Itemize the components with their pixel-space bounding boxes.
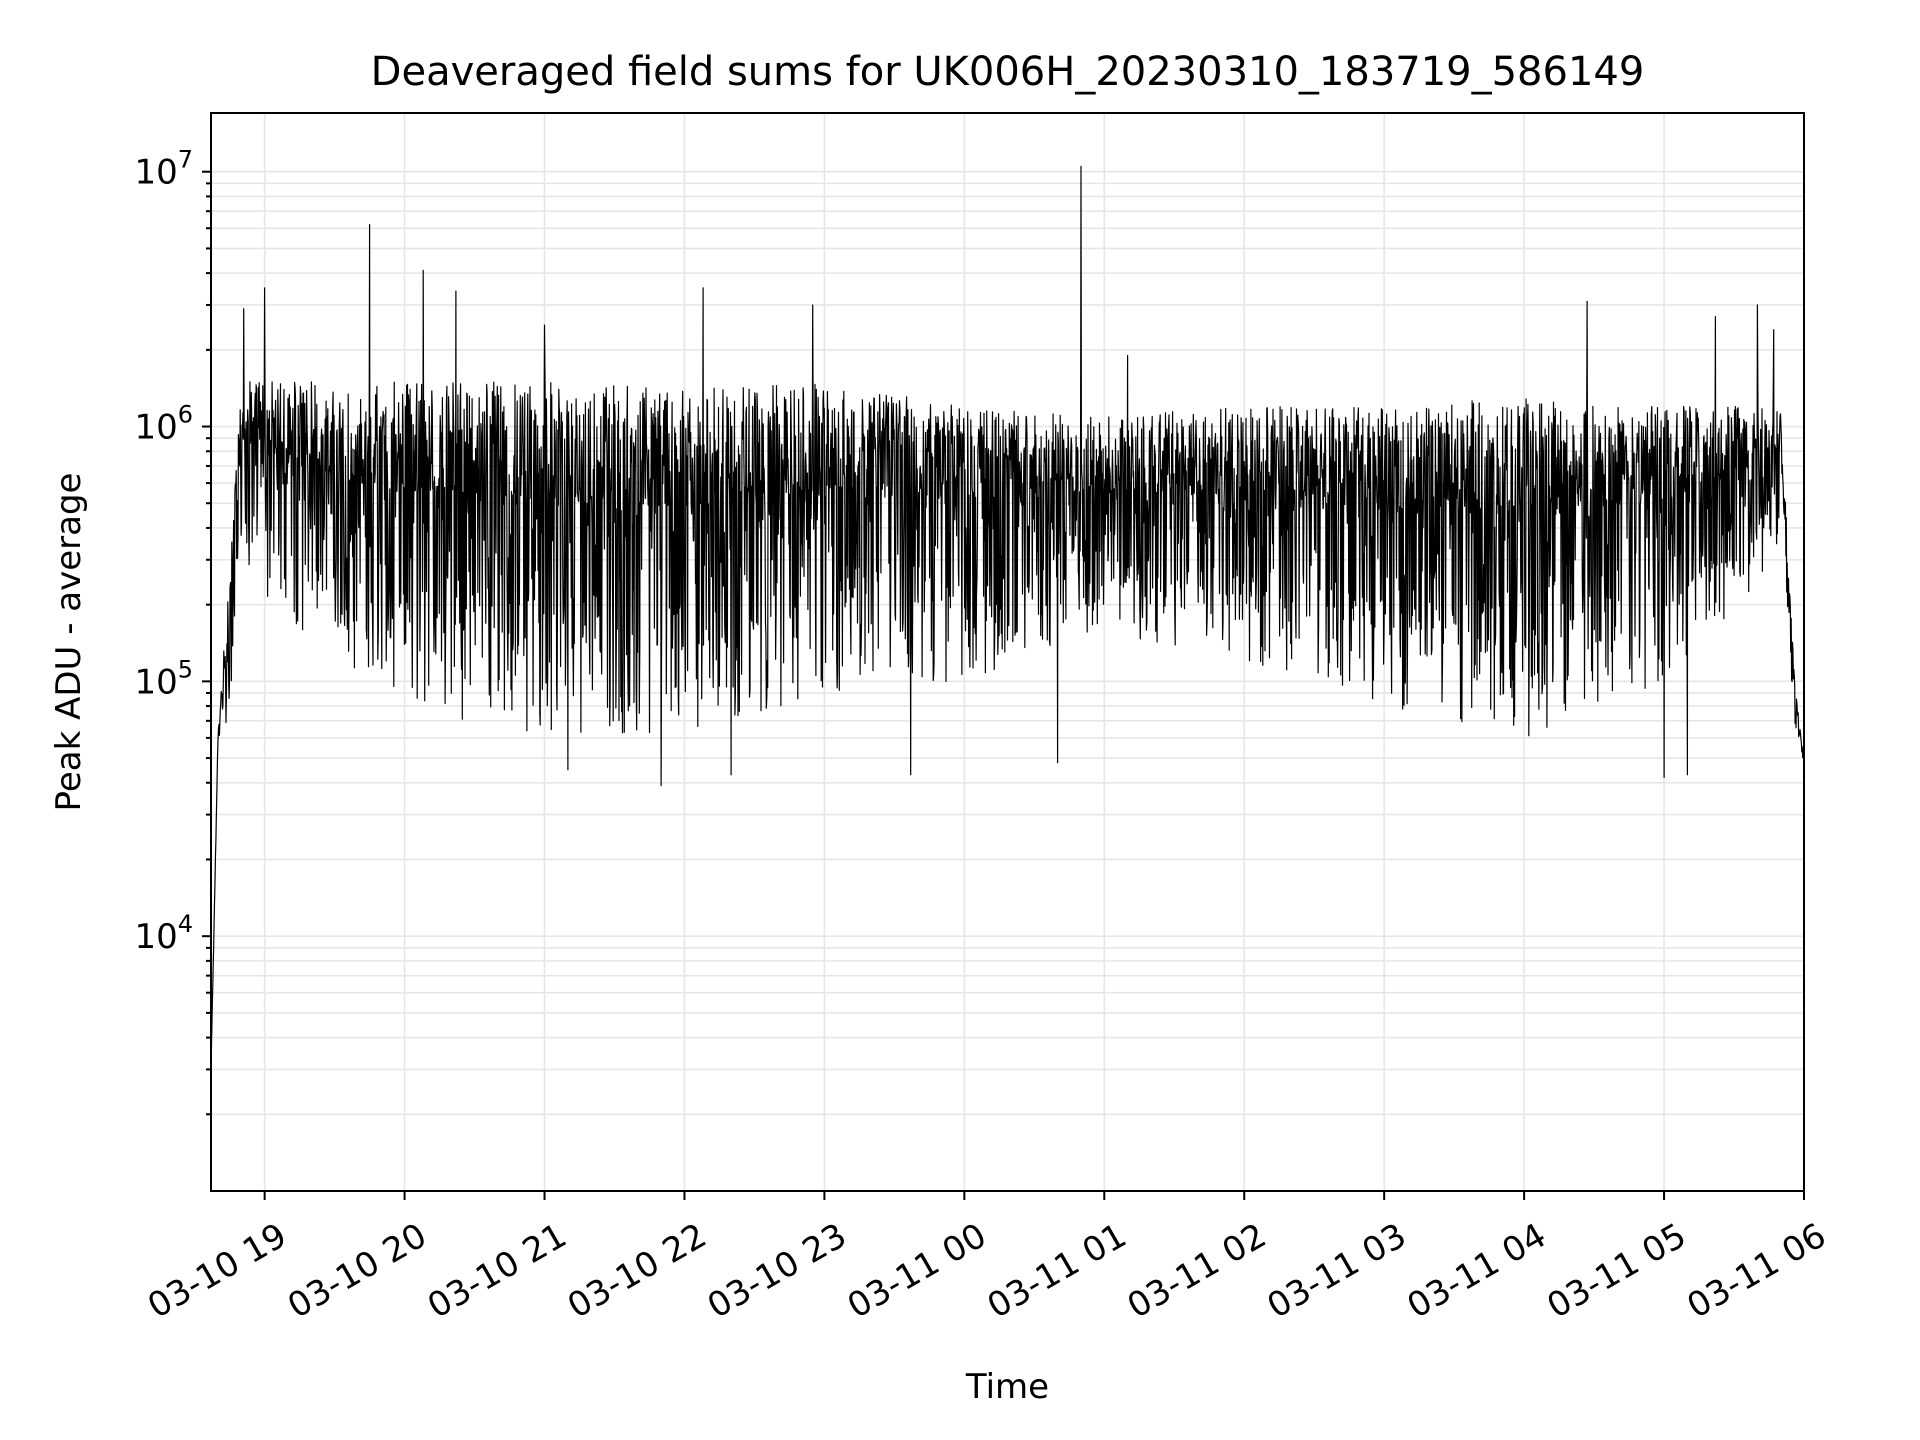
x-tick-label: 03-10 20 bbox=[281, 1216, 433, 1327]
plot-frame bbox=[210, 112, 1805, 1192]
series-layer bbox=[210, 165, 1805, 1070]
x-tick-label: 03-11 01 bbox=[981, 1216, 1133, 1327]
x-tick-label: 03-10 19 bbox=[141, 1216, 293, 1327]
x-tick-label: 03-10 23 bbox=[701, 1216, 853, 1327]
x-tick-label: 03-11 00 bbox=[841, 1216, 993, 1327]
x-tick-label: 03-11 02 bbox=[1121, 1216, 1273, 1327]
x-tick-label: 03-11 05 bbox=[1541, 1216, 1693, 1327]
y-axis-label: Peak ADU - average bbox=[49, 473, 89, 812]
x-tick-label: 03-10 21 bbox=[421, 1216, 573, 1327]
y-axis: 104 105 106 107 bbox=[134, 146, 211, 1116]
y-tick-label: 105 bbox=[134, 655, 193, 702]
x-tick-label: 03-10 22 bbox=[561, 1216, 713, 1327]
x-tick-label: 03-11 03 bbox=[1261, 1216, 1413, 1327]
series-line bbox=[210, 165, 1805, 1070]
x-axis-label: Time bbox=[965, 1367, 1049, 1407]
y-tick-label: 106 bbox=[134, 401, 193, 448]
grid bbox=[211, 113, 1805, 1191]
y-tick-label: 107 bbox=[134, 146, 193, 193]
y-tick-label: 104 bbox=[134, 910, 193, 957]
chart-title: Deaveraged field sums for UK006H_2023031… bbox=[371, 49, 1645, 95]
x-tick-label: 03-11 04 bbox=[1401, 1216, 1553, 1327]
x-tick-label: 03-11 06 bbox=[1681, 1216, 1833, 1327]
